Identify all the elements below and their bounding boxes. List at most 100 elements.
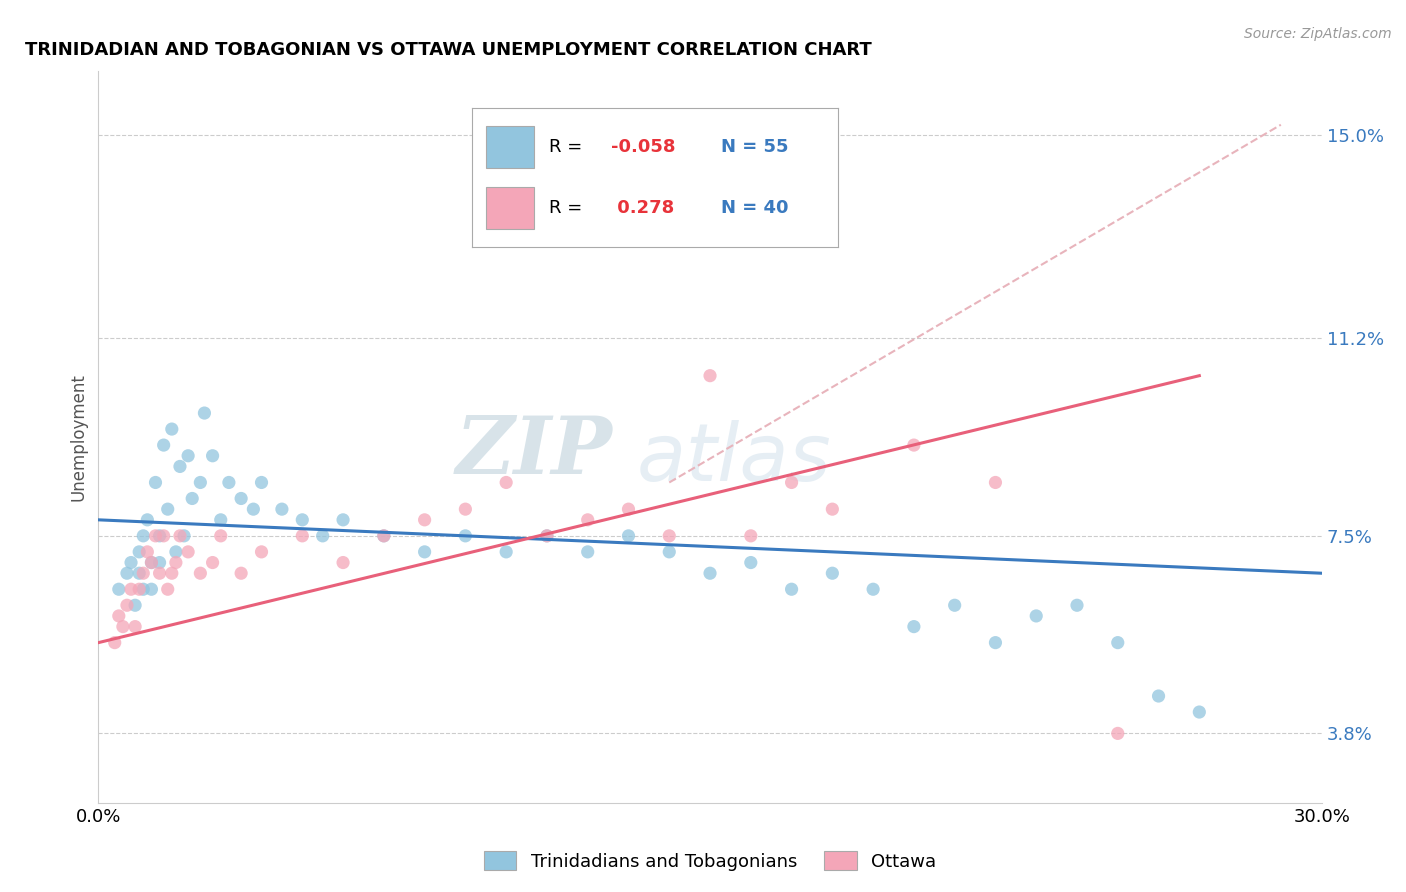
Point bbox=[152, 438, 174, 452]
Point bbox=[658, 545, 681, 559]
Point bbox=[141, 582, 163, 597]
Point bbox=[903, 438, 925, 452]
Point bbox=[165, 556, 187, 570]
Point bbox=[188, 475, 212, 490]
Point bbox=[141, 556, 163, 570]
Point bbox=[108, 609, 131, 624]
Text: -0.058: -0.058 bbox=[612, 138, 675, 156]
Point bbox=[115, 599, 138, 613]
Point bbox=[132, 566, 155, 581]
Point bbox=[231, 566, 253, 581]
Point bbox=[149, 566, 172, 581]
Point bbox=[120, 556, 142, 570]
Point bbox=[115, 566, 138, 581]
Point bbox=[373, 529, 395, 543]
Point bbox=[188, 566, 212, 581]
Point bbox=[903, 619, 925, 633]
Point bbox=[658, 529, 681, 543]
Point bbox=[152, 529, 174, 543]
Point bbox=[124, 619, 146, 633]
Point bbox=[270, 502, 294, 516]
Point bbox=[291, 529, 314, 543]
Point bbox=[862, 582, 884, 597]
Point bbox=[699, 368, 721, 383]
Point bbox=[495, 475, 517, 490]
Point bbox=[201, 449, 224, 463]
Point bbox=[373, 529, 395, 543]
Point bbox=[780, 475, 803, 490]
Bar bbox=[486, 187, 534, 229]
Point bbox=[128, 566, 150, 581]
Point bbox=[312, 529, 335, 543]
Text: TRINIDADIAN AND TOBAGONIAN VS OTTAWA UNEMPLOYMENT CORRELATION CHART: TRINIDADIAN AND TOBAGONIAN VS OTTAWA UNE… bbox=[25, 41, 872, 59]
Point bbox=[576, 545, 599, 559]
Point bbox=[699, 566, 721, 581]
Point bbox=[128, 582, 150, 597]
Point bbox=[984, 475, 1007, 490]
Point bbox=[332, 513, 354, 527]
Text: Source: ZipAtlas.com: Source: ZipAtlas.com bbox=[1244, 27, 1392, 41]
Point bbox=[160, 422, 183, 436]
Text: ZIP: ZIP bbox=[456, 413, 612, 491]
Point bbox=[141, 556, 163, 570]
Point bbox=[250, 475, 273, 490]
Point bbox=[177, 545, 200, 559]
Point bbox=[156, 502, 179, 516]
Point bbox=[291, 513, 314, 527]
Text: R =: R = bbox=[548, 138, 588, 156]
Point bbox=[120, 582, 142, 597]
Point bbox=[173, 529, 195, 543]
Point bbox=[209, 529, 232, 543]
Y-axis label: Unemployment: Unemployment bbox=[69, 373, 87, 501]
Point bbox=[821, 502, 844, 516]
Point bbox=[104, 635, 127, 649]
Point bbox=[218, 475, 240, 490]
Text: N = 55: N = 55 bbox=[721, 138, 789, 156]
Point bbox=[242, 502, 264, 516]
Point bbox=[454, 529, 477, 543]
Text: N = 40: N = 40 bbox=[721, 199, 789, 217]
Text: atlas: atlas bbox=[637, 420, 831, 498]
Point bbox=[454, 502, 477, 516]
Point bbox=[821, 566, 844, 581]
Point bbox=[780, 582, 803, 597]
Point bbox=[576, 513, 599, 527]
Point bbox=[156, 582, 179, 597]
Point bbox=[145, 529, 167, 543]
Point bbox=[145, 475, 167, 490]
Point bbox=[124, 599, 146, 613]
Point bbox=[1025, 609, 1047, 624]
Point bbox=[740, 556, 762, 570]
Point bbox=[169, 459, 191, 474]
Point bbox=[495, 545, 517, 559]
Point bbox=[177, 449, 200, 463]
Point bbox=[1107, 635, 1129, 649]
Point bbox=[128, 545, 150, 559]
Point bbox=[136, 513, 159, 527]
Point bbox=[984, 635, 1007, 649]
Point bbox=[132, 529, 155, 543]
Point bbox=[149, 529, 172, 543]
Point bbox=[413, 513, 436, 527]
Point bbox=[250, 545, 273, 559]
Point bbox=[1188, 705, 1211, 719]
Point bbox=[1147, 689, 1170, 703]
Point bbox=[108, 582, 131, 597]
Point bbox=[413, 545, 436, 559]
Point bbox=[111, 619, 134, 633]
Point bbox=[169, 529, 191, 543]
Point bbox=[1107, 726, 1129, 740]
Legend: Trinidadians and Tobagonians, Ottawa: Trinidadians and Tobagonians, Ottawa bbox=[477, 844, 943, 878]
Point bbox=[136, 545, 159, 559]
Point bbox=[160, 566, 183, 581]
Bar bbox=[486, 126, 534, 168]
Point bbox=[149, 556, 172, 570]
Text: R =: R = bbox=[548, 199, 593, 217]
Point bbox=[193, 406, 215, 420]
Point bbox=[181, 491, 204, 506]
Point bbox=[536, 529, 558, 543]
Point bbox=[536, 529, 558, 543]
Point bbox=[332, 556, 354, 570]
Point bbox=[1066, 599, 1088, 613]
Point bbox=[165, 545, 187, 559]
